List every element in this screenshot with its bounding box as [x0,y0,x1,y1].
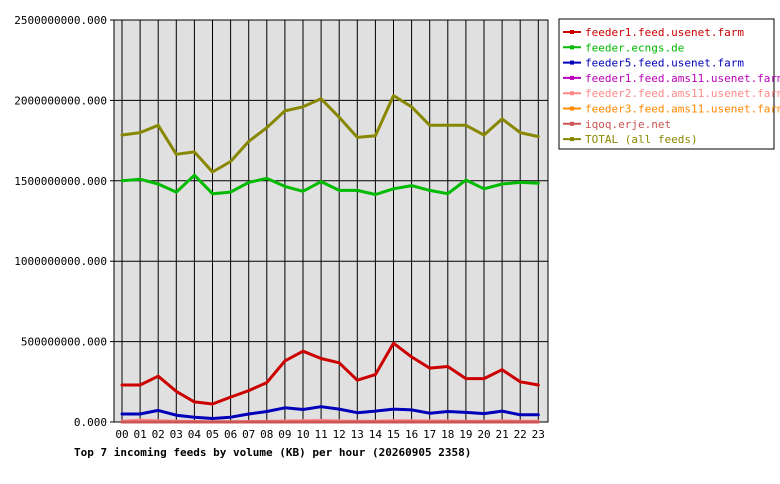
plot-area [113,19,549,423]
x-tick-label: 19 [459,428,472,441]
x-tick-label: 02 [152,428,165,441]
x-tick-label: 21 [495,428,508,441]
x-tick-label: 08 [260,428,273,441]
x-tick-label: 01 [133,428,146,441]
y-tick-label: 2000000000.000 [14,94,107,107]
legend-marker [570,106,574,111]
legend: feeder1.feed.usenet.farm feeder.ecngs.de f… [558,18,780,150]
x-tick-label: 05 [206,428,219,441]
legend-marker [570,75,574,80]
legend-label: iqoq.erje.net [585,118,671,131]
y-tick-label: 2500000000.000 [14,14,107,27]
legend-marker [570,121,574,126]
legend-marker [570,60,574,65]
x-tick-label: 03 [170,428,183,441]
x-tick-label: 10 [296,428,309,441]
legend-label: feeder1.feed.usenet.farm [585,26,744,39]
x-tick-label: 22 [514,428,527,441]
legend-label: feeder1.feed.ams11.usenet.farm [585,72,780,85]
x-tick-label: 20 [477,428,490,441]
legend-marker [570,30,574,34]
x-tick-label: 09 [278,428,291,441]
x-tick-label: 17 [423,428,436,441]
y-tick-label: 0.000 [74,416,107,429]
axis-layer: 0.000 500000000.000 1000000000.000 15000000… [14,14,545,441]
y-tick-label: 500000000.000 [21,336,107,349]
x-tick-label: 18 [441,428,454,441]
legend-marker [570,91,574,96]
x-tick-label: 06 [224,428,237,441]
x-tick-label: 15 [387,428,400,441]
x-tick-label: 11 [314,428,327,441]
legend-box [558,18,775,150]
chart-title: Top 7 incoming feeds by volume (KB) per … [74,446,471,459]
legend-label: feeder2.feed.ams11.usenet.farm [585,87,780,100]
legend-label: feeder3.feed.ams11.usenet.farm [585,103,780,116]
legend-label: TOTAL (all feeds) [585,133,698,146]
series-line [120,94,540,174]
x-tick-label: 12 [333,428,346,441]
y-tick-label: 1500000000.000 [14,175,107,188]
series-line [120,173,540,196]
x-tick-label: 16 [405,428,418,441]
x-tick-label: 00 [115,428,128,441]
legend-label: feeder5.feed.usenet.farm [585,57,744,70]
legend-marker [570,137,574,142]
x-tick-label: 07 [242,428,255,441]
y-tick-label: 1000000000.000 [14,255,107,268]
series-line [120,341,540,406]
legend-marker [570,45,574,50]
series-line [120,405,540,420]
x-tick-label: 04 [188,428,202,441]
legend-label: feeder.ecngs.de [585,41,684,54]
series-layer [120,94,540,424]
x-tick-label: 23 [532,428,545,441]
x-tick-label: 14 [369,428,383,441]
x-tick-label: 13 [351,428,364,441]
